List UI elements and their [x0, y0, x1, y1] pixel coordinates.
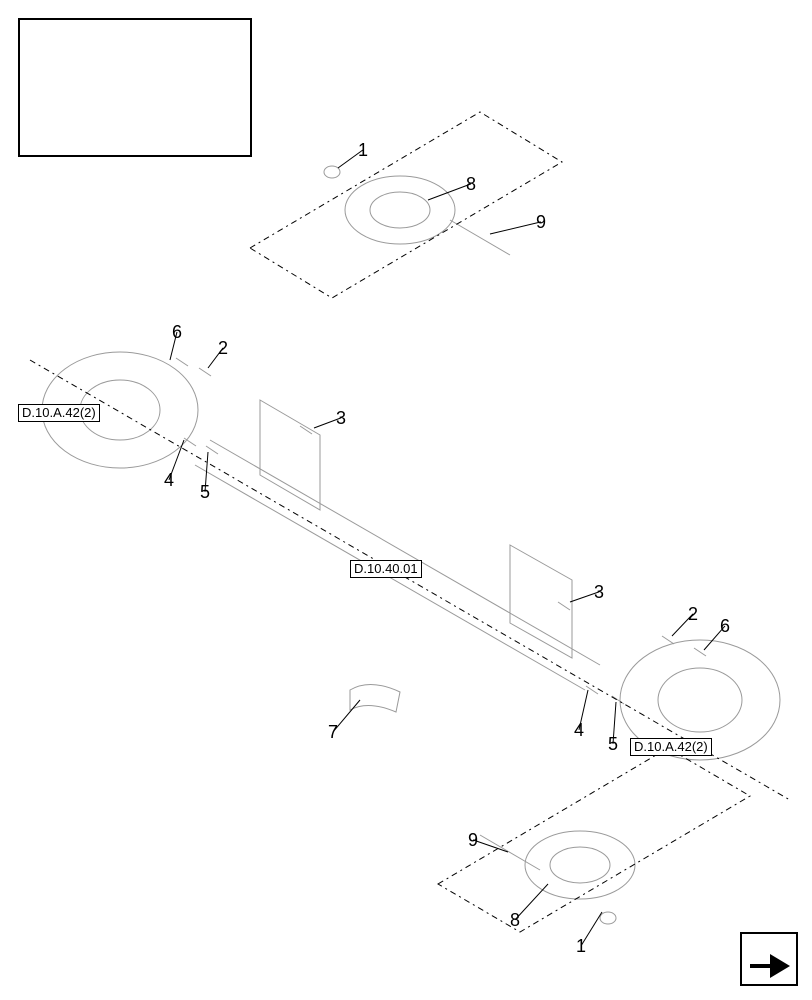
callout-c2a: 2: [218, 338, 228, 359]
art-axle-top: [210, 440, 600, 665]
art-ring-top-outer: [345, 176, 455, 244]
ref-rL[interactable]: D.10.A.42(2): [18, 404, 100, 422]
diagram-canvas: 1 8 9 6 2 3 4 5 3 2 6 4 5 7 9 8 1 D.10.A.42(2) D.10.40.01…: [0, 0, 812, 1000]
callout-c5a: 5: [200, 482, 210, 503]
callout-c9b: 9: [468, 830, 478, 851]
callout-c3b: 3: [594, 582, 604, 603]
art-decal: [350, 684, 400, 712]
art-stud-top: [450, 220, 510, 255]
arrow-right-icon: [742, 934, 796, 984]
callout-c9a: 9: [536, 212, 546, 233]
callout-c6a: 6: [172, 322, 182, 343]
art-bolt-1: [176, 358, 188, 366]
title-block: [18, 18, 252, 157]
art-nut-top: [324, 166, 340, 178]
art-ring-top-inner: [370, 192, 430, 228]
art-bolt-8: [586, 686, 598, 694]
callout-c1a: 1: [358, 140, 368, 161]
art-nut-bot: [600, 912, 616, 924]
art-ring-bot-outer: [525, 831, 635, 899]
leader-c9b: [473, 840, 508, 852]
callout-c3a: 3: [336, 408, 346, 429]
callout-c1b: 1: [576, 936, 586, 957]
art-bolt-3: [184, 438, 196, 446]
callout-c8b: 8: [510, 910, 520, 931]
art-bolt-5: [662, 636, 674, 644]
callout-c7: 7: [328, 722, 338, 743]
ref-rM[interactable]: D.10.40.01: [350, 560, 422, 578]
art-bolt-9: [612, 696, 624, 704]
leader-c8a: [428, 184, 471, 200]
callout-c6b: 6: [720, 616, 730, 637]
next-page-button[interactable]: [740, 932, 798, 986]
callout-c4b: 4: [574, 720, 584, 741]
art-bolt-2: [300, 426, 312, 434]
art-bolt-0: [199, 368, 211, 376]
callout-c8a: 8: [466, 174, 476, 195]
dashed-group-bottom-group: [438, 748, 750, 932]
art-bolt-4: [206, 446, 218, 454]
dashed-group-top-group: [250, 112, 562, 298]
art-bolt-7: [558, 602, 570, 610]
art-ring-bot-inner: [550, 847, 610, 883]
art-flange-r: [510, 545, 572, 658]
art-stud-bot: [480, 835, 540, 870]
center-axis-line: [30, 360, 790, 800]
callout-c4a: 4: [164, 470, 174, 491]
leader-c9a: [490, 222, 541, 234]
art-hub-r-inner: [658, 668, 742, 732]
art-flange-l: [260, 400, 320, 510]
art-bolt-6: [694, 648, 706, 656]
callout-c2b: 2: [688, 604, 698, 625]
ref-rR[interactable]: D.10.A.42(2): [630, 738, 712, 756]
callout-c5b: 5: [608, 734, 618, 755]
